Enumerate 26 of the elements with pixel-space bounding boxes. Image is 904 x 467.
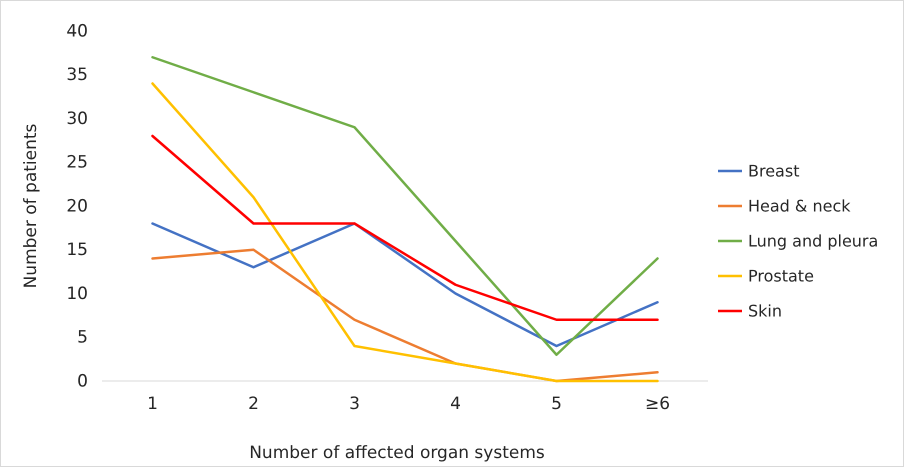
line-series xyxy=(151,82,659,382)
x-tick-label: 5 xyxy=(551,394,562,414)
x-tick-label: 2 xyxy=(248,394,259,414)
legend-label: Head & neck xyxy=(748,196,852,216)
y-tick-label: 0 xyxy=(77,371,88,392)
y-tick-label: 25 xyxy=(66,152,88,173)
line-series xyxy=(151,222,659,348)
legend-label: Prostate xyxy=(748,266,814,286)
x-axis-title: Number of affected organ systems xyxy=(249,443,545,463)
y-tick-label: 5 xyxy=(77,328,88,348)
x-tick-label: 3 xyxy=(349,394,360,414)
x-tick-label: ≥6 xyxy=(644,394,670,414)
legend-label: Lung and pleura xyxy=(748,232,878,251)
y-tick-label: 15 xyxy=(66,240,88,260)
x-tick-label: 4 xyxy=(450,394,461,414)
y-tick-label: 40 xyxy=(66,21,88,42)
legend-label: Skin xyxy=(748,302,782,321)
y-tick-label: 30 xyxy=(66,108,88,129)
line-series xyxy=(151,134,659,321)
x-tick-label: 1 xyxy=(147,394,158,414)
y-tick-label: 10 xyxy=(66,284,88,304)
line-series xyxy=(151,56,659,356)
y-axis-title: Number of patients xyxy=(21,123,41,288)
legend-label: Breast xyxy=(748,162,800,181)
y-tick-label: 20 xyxy=(66,196,88,216)
y-tick-label: 35 xyxy=(66,65,88,86)
